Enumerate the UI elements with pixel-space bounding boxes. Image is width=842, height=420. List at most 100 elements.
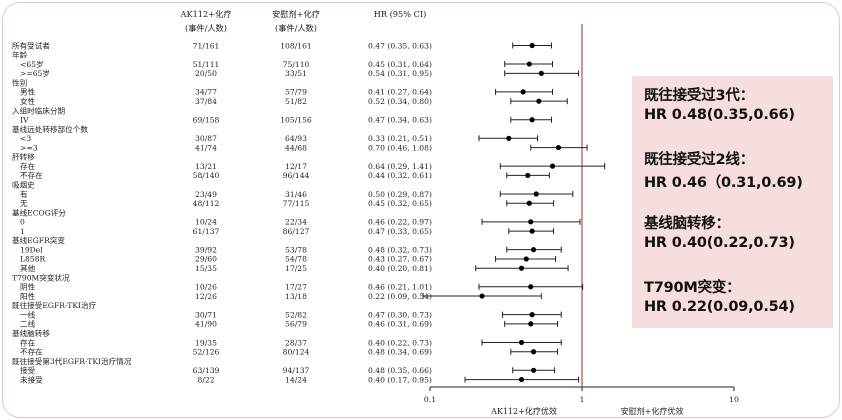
row-label: 有 [20, 189, 28, 199]
row-label: 一线 [20, 309, 36, 319]
row-control-events: 108/161 [280, 41, 312, 50]
row-treatment-events: 29/60 [195, 255, 217, 264]
row-control-events: 17/25 [285, 264, 307, 273]
row-hr-ci: 0.45 (0.32, 0.65) [368, 199, 432, 208]
row-hr-ci: 0.47 (0.34, 0.63) [368, 116, 432, 125]
row-label: <65岁 [20, 59, 44, 69]
row-label: 基线脑转移 [12, 328, 50, 338]
header-treatment-subtitle: (事件/人数) [185, 23, 227, 33]
row-hr-ci: 0.48 (0.32, 0.73) [368, 245, 432, 254]
row-treatment-events: 51/111 [193, 60, 220, 69]
summary-line-t790m-hr: HR 0.22(0.09,0.54) [644, 299, 795, 315]
row-label: L858R [20, 255, 46, 264]
hr-point [530, 247, 537, 253]
row-control-events: 13/18 [285, 292, 307, 301]
row-hr-ci: 0.47 (0.33, 0.65) [368, 227, 432, 236]
row-hr-ci: 0.46 (0.21, 1.01) [368, 283, 432, 292]
summary-box: 既往接受过3代： HR 0.48(0.35,0.66) 既往接受过2线： HR … [632, 76, 833, 328]
row-treatment-events: 30/71 [195, 310, 217, 319]
header-hr-title: HR (95% CI) [374, 9, 427, 19]
header-treatment-title: AK112+化疗 [180, 9, 232, 19]
row-control-events: 28/37 [285, 338, 307, 347]
row-label: 基线EGFR突变 [12, 235, 65, 245]
hr-point [533, 191, 539, 197]
row-label: 1 [20, 227, 25, 236]
favor-left-label: AK112+化疗优效 [490, 406, 557, 416]
row-label: 存在 [20, 337, 36, 347]
hr-point [525, 172, 531, 179]
row-control-events: 96/144 [283, 171, 310, 180]
row-treatment-events: 37/84 [195, 97, 217, 106]
row-label: 基线远处转移部位个数 [12, 124, 88, 134]
row-label: 吸烟史 [12, 180, 35, 190]
summary-line-3rd-gen-label: 既往接受过3代： [644, 88, 754, 104]
row-hr-ci: 0.47 (0.35, 0.63) [368, 41, 432, 50]
row-control-events: 14/24 [285, 375, 307, 384]
row-treatment-events: 30/87 [195, 134, 217, 143]
row-treatment-events: 48/112 [193, 199, 220, 208]
hr-point [479, 293, 485, 299]
row-hr-ci: 0.50 (0.29, 0.87) [368, 190, 432, 199]
hr-point [506, 135, 512, 141]
row-treatment-events: 10/24 [195, 218, 217, 227]
row-treatment-events: 69/158 [193, 116, 220, 125]
hr-point [528, 219, 534, 225]
x-tick-label: 10 [729, 395, 739, 404]
hr-point [529, 42, 535, 49]
row-label: 年龄 [12, 50, 28, 60]
row-label: 女性 [20, 96, 36, 106]
summary-line-t790m-label: T790M突变： [644, 280, 741, 296]
hr-point [518, 339, 525, 346]
row-control-events: 33/51 [285, 69, 307, 78]
row-label: <3 [20, 134, 31, 143]
header-control-title: 安慰剂+化疗 [272, 9, 320, 19]
row-hr-ci: 0.44 (0.32, 0.61) [368, 171, 432, 180]
row-hr-ci: 0.54 (0.31, 0.95) [368, 69, 432, 78]
row-label: 基线ECOG评分 [12, 207, 66, 217]
row-treatment-events: 12/26 [195, 292, 217, 301]
row-label: 无 [20, 199, 28, 208]
row-hr-ci: 0.33 (0.21, 0.51) [368, 134, 432, 143]
row-hr-ci: 0.48 (0.34, 0.69) [368, 348, 432, 357]
summary-line-2nd-line-label: 既往接受过2线： [644, 152, 754, 168]
row-hr-ci: 0.52 (0.34, 0.80) [368, 97, 432, 106]
hr-point [518, 265, 525, 271]
row-control-events: 57/79 [285, 88, 307, 97]
row-label: 接受 [20, 365, 36, 375]
row-control-events: 86/127 [283, 227, 310, 236]
hr-point [530, 367, 537, 373]
row-treatment-events: 63/139 [193, 366, 220, 375]
row-label: 19Del [20, 245, 43, 254]
row-label: 不存在 [20, 347, 43, 357]
row-hr-ci: 0.47 (0.30, 0.73) [368, 310, 432, 319]
row-label: IV [20, 116, 29, 125]
row-label: 未接受 [20, 374, 43, 384]
hr-point [528, 321, 534, 327]
summary-line-2nd-line-hr: HR 0.46（0.31,0.69) [644, 175, 803, 191]
row-hr-ci: 0.40 (0.22, 0.73) [368, 338, 432, 347]
row-control-events: 12/17 [285, 162, 307, 171]
row-control-events: 31/46 [285, 190, 307, 199]
x-tick-label: 1 [580, 395, 585, 404]
hr-point [549, 163, 556, 169]
hr-point [518, 376, 525, 383]
summary-line-3rd-gen-hr: HR 0.48(0.35,0.66) [644, 107, 795, 123]
row-label: 性别 [12, 77, 27, 87]
row-treatment-events: 8/22 [197, 375, 214, 384]
row-label: T790M突变状况 [12, 272, 70, 282]
row-hr-ci: 0.46 (0.22, 0.97) [368, 218, 432, 227]
row-label: 不存在 [20, 170, 43, 180]
row-label: 既往接受第3代EGFR-TKI治疗情况 [12, 356, 132, 366]
hr-point [538, 70, 544, 76]
row-control-events: 52/82 [285, 310, 307, 319]
row-hr-ci: 0.22 (0.09, 0.54) [368, 292, 432, 301]
row-treatment-events: 71/161 [193, 41, 220, 50]
hr-point [529, 117, 535, 123]
summary-line-brain-met-label: 基线脑转移： [644, 216, 730, 232]
row-treatment-events: 13/21 [195, 162, 217, 171]
row-treatment-events: 15/35 [195, 264, 217, 273]
hr-point [526, 61, 532, 67]
row-label: >=65岁 [20, 68, 50, 78]
row-treatment-events: 41/74 [195, 143, 217, 152]
